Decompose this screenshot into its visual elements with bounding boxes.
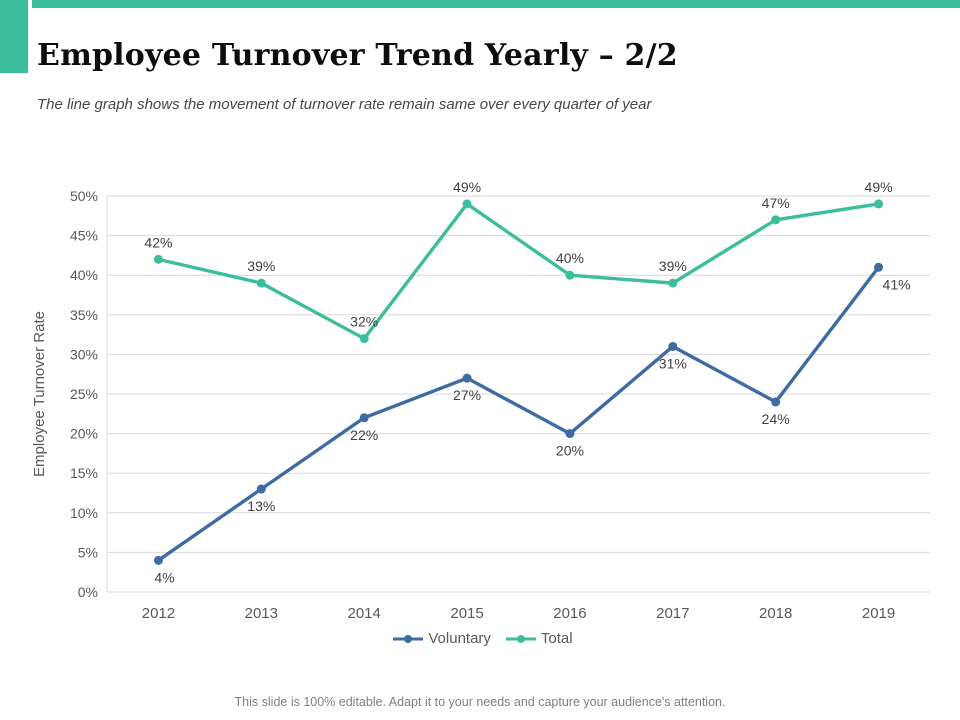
y-axis-tick-label: 0% [78,584,98,600]
data-point-label: 20% [556,443,584,459]
slide-subtitle: The line graph shows the movement of tur… [37,96,652,113]
data-point-label: 47% [762,195,790,211]
data-point-label: 13% [247,498,275,514]
left-accent-block [0,0,28,73]
legend-label: Voluntary [428,630,491,647]
x-axis-tick-label: 2016 [553,605,586,622]
y-axis-tick-label: 40% [70,267,98,283]
data-point-marker [256,484,266,494]
x-axis-tick-label: 2017 [656,605,689,622]
y-axis-title: Employee Turnover Rate [31,311,48,477]
y-axis-tick-label: 25% [70,386,98,402]
data-point-label: 39% [247,258,275,274]
y-axis-tick-label: 10% [70,505,98,521]
top-accent-bar [32,0,960,8]
data-point-label: 31% [659,355,687,371]
data-point-marker [771,397,781,407]
data-point-label: 42% [144,234,172,250]
data-point-marker [153,555,163,565]
series-line-voluntary [156,265,881,563]
series-line-total [156,202,881,341]
x-axis-tick-label: 2013 [245,605,278,622]
y-axis-tick-label: 50% [70,188,98,204]
x-axis-tick-label: 2012 [142,605,175,622]
data-point-marker [565,429,575,439]
slide-title: Employee Turnover Trend Yearly – 2/2 [37,38,678,73]
data-point-marker [874,199,884,209]
data-point-marker [874,262,884,272]
line-chart: 0% 5% 10% 15% 20% 25% 30% 35% 40% 45% 50% Employee … [30,158,935,673]
data-point-label: 27% [453,387,481,403]
chart-legend: Voluntary Total [30,630,935,647]
data-point-label: 24% [762,411,790,427]
data-point-label: 49% [453,179,481,195]
chart-plot-area: 0% 5% 10% 15% 20% 25% 30% 35% 40% 45% 50% Employee … [31,179,930,622]
x-axis-tick-label: 2019 [862,605,895,622]
legend-item-total: Total [505,630,573,647]
legend-swatch-icon [393,634,424,643]
data-point-marker [771,215,781,225]
y-axis-tick-label: 5% [78,544,98,560]
data-point-marker [359,334,369,344]
data-point-marker [462,199,472,209]
data-point-label: 49% [865,179,893,195]
y-axis-tick-label: 20% [70,426,98,442]
x-axis-tick-label: 2018 [759,605,792,622]
data-point-marker [359,413,369,423]
y-axis-tick-label: 30% [70,346,98,362]
data-point-label: 39% [659,258,687,274]
x-axis-tick-label: 2014 [348,605,381,622]
x-axis-tick-label: 2015 [450,605,483,622]
data-point-marker [668,341,678,351]
data-point-marker [153,254,163,264]
data-point-label: 32% [350,314,378,330]
data-point-label: 41% [883,276,911,292]
legend-swatch-icon [505,634,536,643]
y-axis-tick-label: 45% [70,228,98,244]
data-point-marker [565,270,575,280]
data-point-label: 22% [350,427,378,443]
data-point-label: 40% [556,250,584,266]
y-axis-tick-label: 35% [70,307,98,323]
data-point-marker [256,278,266,288]
legend-label: Total [540,630,573,647]
data-point-marker [668,278,678,288]
y-axis-tick-label: 15% [70,465,98,481]
legend-item-voluntary: Voluntary [392,630,491,647]
data-point-label: 4% [154,569,174,585]
footer-note: This slide is 100% editable. Adapt it to… [234,695,726,709]
data-point-marker [462,373,472,383]
